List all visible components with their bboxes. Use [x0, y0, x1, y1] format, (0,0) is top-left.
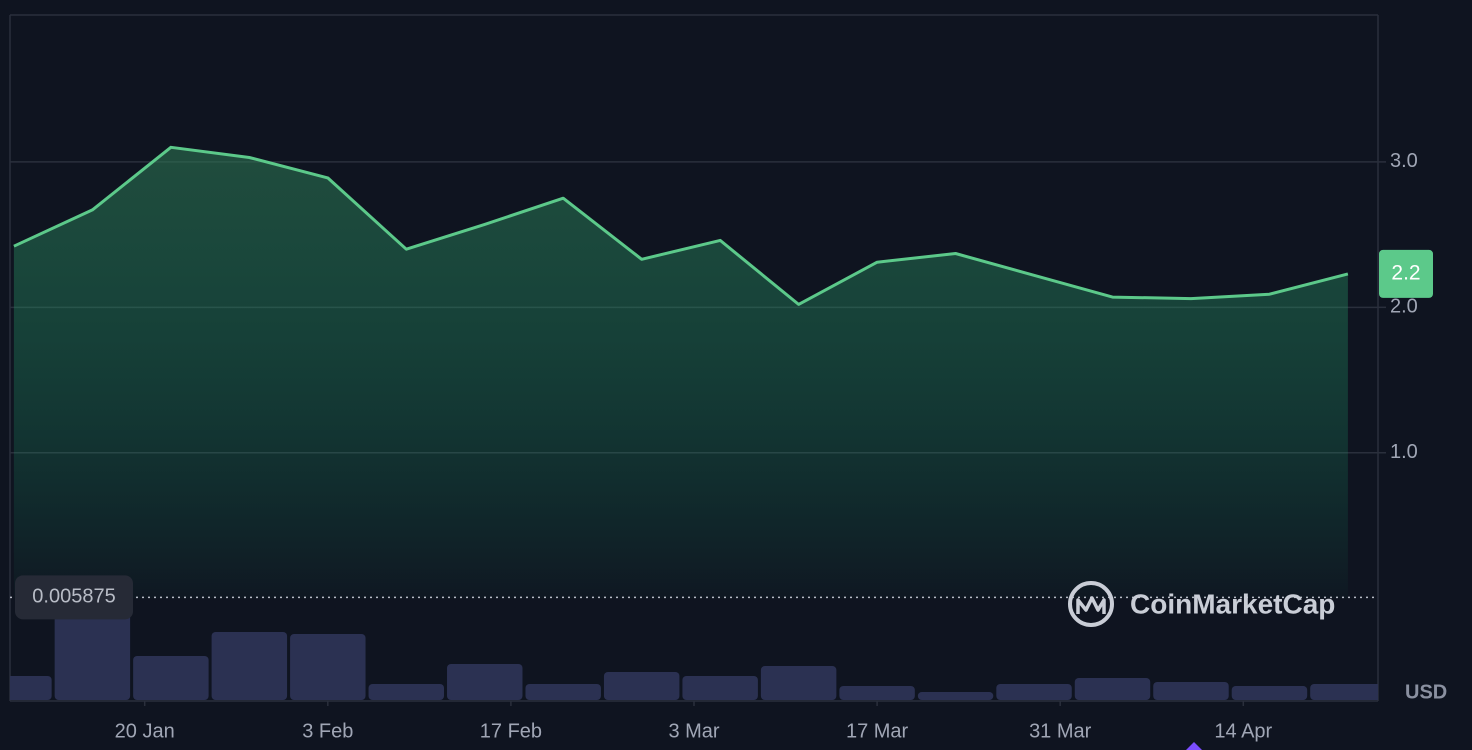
volume-bar	[1074, 678, 1151, 700]
x-tick-label: 3 Feb	[302, 720, 353, 742]
watermark: CoinMarketCap	[1068, 581, 1335, 627]
volume-bar	[290, 634, 366, 700]
volume-bar	[447, 664, 523, 700]
price-area	[13, 145, 1349, 599]
volume-bar	[682, 676, 758, 700]
reference-label: 0.005875	[32, 586, 115, 608]
volume-bar	[1310, 684, 1378, 700]
price-tag	[1379, 249, 1433, 298]
price-tag-label: 2.2	[1391, 261, 1420, 284]
logo-icon	[1068, 581, 1114, 627]
volume-bar	[368, 684, 445, 700]
x-tick-label: 14 Apr	[1214, 720, 1272, 742]
watermark-text: CoinMarketCap	[1130, 588, 1335, 619]
volume-bar	[10, 676, 52, 700]
volume-bar	[211, 632, 288, 700]
volume-bar	[54, 610, 131, 700]
volume-bar	[1153, 682, 1229, 700]
x-tick-label: 20 Jan	[115, 720, 175, 742]
price-area-fill	[13, 147, 1348, 599]
unit-label: USD	[1405, 681, 1447, 703]
volume-bar	[760, 666, 837, 700]
overlay: 2.2 0.005875	[10, 249, 1433, 620]
volume-bars	[10, 610, 1378, 700]
volume-bar	[996, 684, 1072, 700]
volume-bar	[603, 672, 680, 700]
reference-label-box	[15, 575, 133, 620]
event-marker	[1186, 742, 1202, 750]
x-tick-label: 17 Mar	[846, 720, 909, 742]
logo-icon	[1076, 596, 1106, 614]
x-tick-label: 3 Mar	[668, 720, 719, 742]
volume-bar	[839, 686, 915, 700]
x-tick-label: 17 Feb	[480, 720, 542, 742]
price-line	[13, 145, 1349, 306]
volume-bar	[133, 656, 209, 700]
volume-bar	[917, 692, 994, 700]
y-tick-label: 2.0	[1390, 296, 1418, 318]
x-tick-label: 31 Mar	[1029, 720, 1092, 742]
y-tick-label: 3.0	[1390, 150, 1418, 172]
y-tick-label: 1.0	[1390, 441, 1418, 463]
volume-bar	[1231, 686, 1308, 700]
volume-bar	[525, 684, 601, 700]
